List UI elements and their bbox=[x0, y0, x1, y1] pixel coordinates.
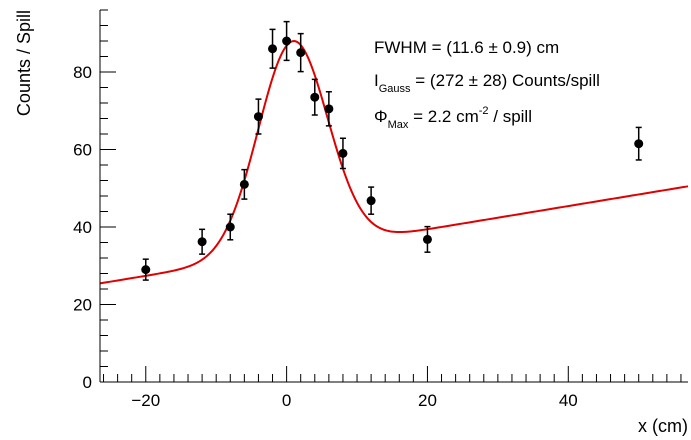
y-tick-label: 20 bbox=[73, 296, 92, 315]
data-point bbox=[239, 179, 249, 189]
phi-annotation: ΦMax = 2.2 cm-2 / spill bbox=[374, 105, 532, 131]
igauss-symbol: I bbox=[374, 71, 379, 90]
phi-value: = 2.2 cm bbox=[408, 107, 478, 126]
x-tick-label: 0 bbox=[282, 391, 291, 410]
data-point bbox=[296, 48, 306, 58]
data-point bbox=[282, 36, 292, 46]
fit-curve-layer bbox=[99, 40, 689, 285]
y-tick-label: 0 bbox=[83, 373, 92, 392]
data-point bbox=[324, 104, 334, 114]
fwhm-annotation: FWHM = (11.6 ± 0.9) cm bbox=[374, 38, 559, 57]
data-point bbox=[310, 92, 320, 102]
y-tick-label: 40 bbox=[73, 218, 92, 237]
fit-curve-line bbox=[99, 40, 689, 285]
data-point bbox=[225, 222, 235, 232]
igauss-value: = (272 ± 28) Counts/spill bbox=[411, 71, 600, 90]
data-point bbox=[366, 196, 376, 206]
data-point bbox=[141, 265, 151, 275]
x-tick-label: 40 bbox=[559, 391, 578, 410]
axes-layer bbox=[99, 9, 688, 383]
data-point bbox=[268, 44, 278, 54]
data-point bbox=[338, 148, 348, 158]
tick-labels-layer: 0 20 40 60 80 −20 0 20 40 bbox=[73, 63, 578, 410]
phi-tail: / spill bbox=[489, 107, 532, 126]
x-tick-label: 20 bbox=[418, 391, 437, 410]
phi-subscript: Max bbox=[388, 119, 409, 131]
y-axis-label: Counts / Spill bbox=[14, 10, 34, 116]
y-tick-label: 60 bbox=[73, 141, 92, 160]
igauss-annotation: IGauss = (272 ± 28) Counts/spill bbox=[374, 71, 600, 95]
data-point bbox=[197, 237, 207, 247]
data-point bbox=[422, 234, 432, 244]
phi-superscript: -2 bbox=[479, 105, 489, 117]
data-point bbox=[634, 139, 644, 149]
y-tick-label: 80 bbox=[73, 63, 92, 82]
x-tick-label: −20 bbox=[131, 391, 160, 410]
igauss-subscript: Gauss bbox=[379, 83, 411, 95]
phi-symbol: Φ bbox=[374, 107, 388, 126]
data-points-layer bbox=[141, 20, 644, 281]
x-axis-label: x (cm) bbox=[638, 416, 688, 436]
data-point bbox=[253, 112, 263, 122]
